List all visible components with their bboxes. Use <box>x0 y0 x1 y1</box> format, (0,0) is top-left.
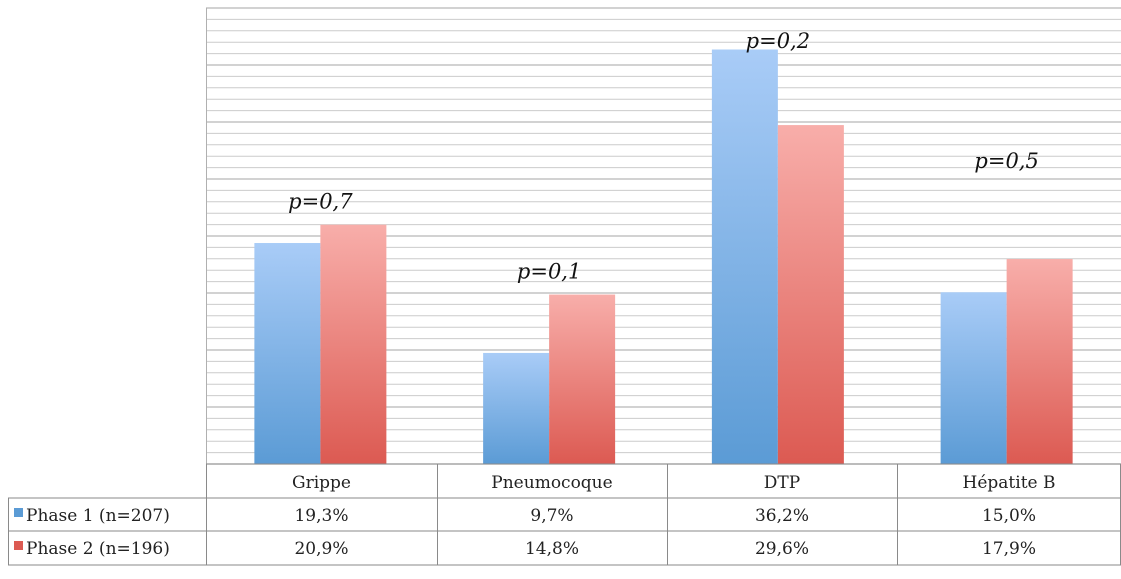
data-label: 36,2% <box>755 506 809 526</box>
data-label: 29,6% <box>755 539 809 559</box>
data-label: 20,9% <box>294 539 348 559</box>
bar-series1-3 <box>940 292 1007 464</box>
bar-series2-1 <box>549 294 616 464</box>
bar-series1-1 <box>483 352 550 464</box>
data-label: 19,3% <box>294 506 348 526</box>
legend-label-series2: Phase 2 (n=196) <box>26 539 170 559</box>
category-label: Grippe <box>292 473 351 493</box>
data-label: 9,7% <box>530 506 573 526</box>
legend-label-series1: Phase 1 (n=207) <box>26 506 170 526</box>
legend-swatch-series2 <box>14 541 23 550</box>
p-value-label: p=0,5 <box>974 149 1038 173</box>
legend-swatch-series1 <box>14 508 23 517</box>
p-value-label: p=0,2 <box>746 29 810 53</box>
bar-series2-3 <box>1006 259 1073 464</box>
data-table: Grippe Pneumocoque DTP Hépatite B Phase 1 (n… <box>8 463 1121 566</box>
p-value-label: p=0,1 <box>517 260 581 284</box>
category-label: Hépatite B <box>963 473 1056 493</box>
bar-series1-0 <box>254 243 321 464</box>
p-value-label: p=0,7 <box>288 190 353 214</box>
category-label: Pneumocoque <box>491 473 612 493</box>
bars <box>254 49 1073 464</box>
data-label: 17,9% <box>982 539 1036 559</box>
p-value-annotations: p=0,7 p=0,1 p=0,2 p=0,5 <box>288 29 1039 284</box>
data-label: 14,8% <box>525 539 579 559</box>
bar-series2-2 <box>777 125 844 464</box>
data-label: 15,0% <box>982 506 1036 526</box>
bar-series1-2 <box>711 49 778 464</box>
bar-series2-0 <box>320 224 387 464</box>
category-label: DTP <box>764 473 800 493</box>
